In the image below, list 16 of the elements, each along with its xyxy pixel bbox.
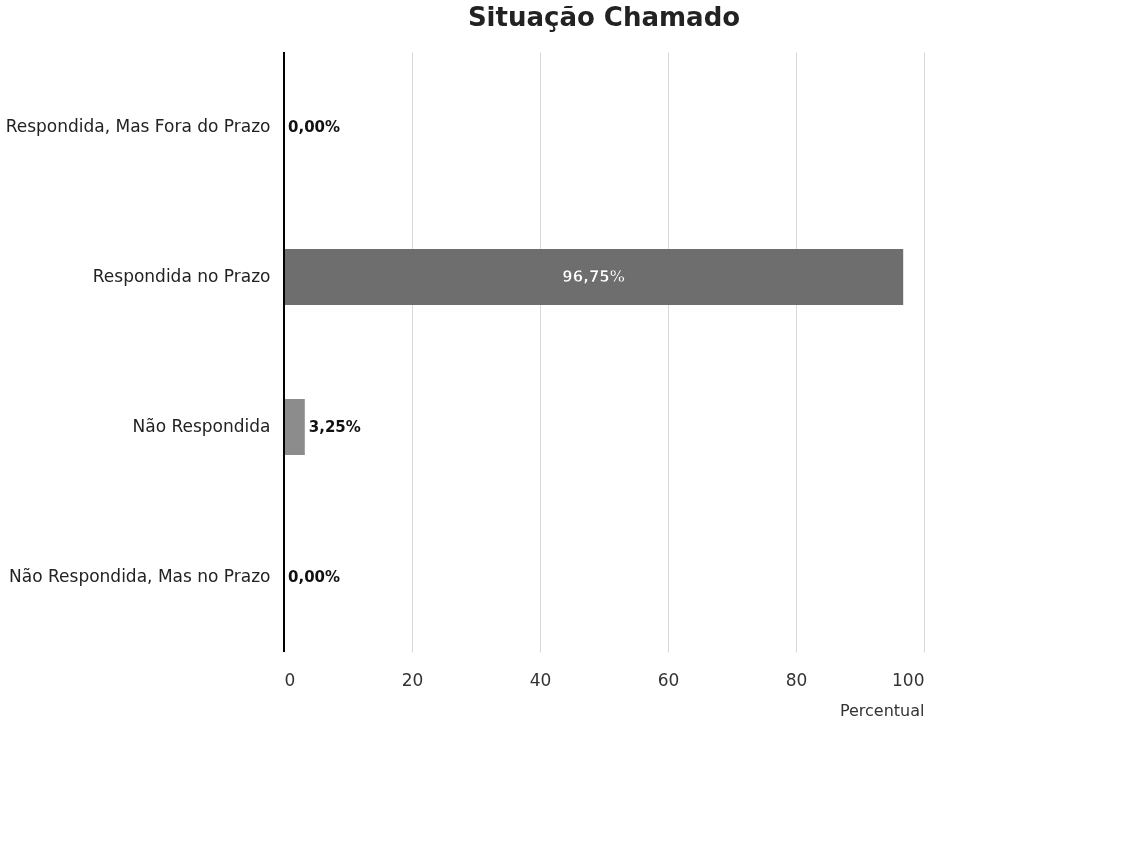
data-label: 0,00% (288, 118, 341, 136)
x-axis-title: Percentual (839, 700, 925, 720)
y-tick-label: Respondida, Mas Fora do Prazo (5, 116, 271, 136)
data-label: 0,00% (288, 568, 341, 586)
y-tick-label: Não Respondida (132, 416, 271, 436)
chart-title: Situação Chamado (467, 2, 741, 33)
x-tick-label: 40 (529, 669, 552, 690)
x-tick-label: 80 (785, 669, 808, 690)
data-label: 3,25% (308, 418, 361, 436)
y-tick-label: Respondida no Prazo (92, 266, 271, 286)
x-tick-label: 100 (892, 669, 925, 690)
data-label: 96,75% (562, 268, 625, 286)
x-tick-label: 0 (284, 669, 296, 690)
y-tick-label: Não Respondida, Mas no Prazo (9, 566, 271, 586)
x-tick-label: 60 (657, 669, 680, 690)
x-tick-label: 20 (401, 669, 424, 690)
